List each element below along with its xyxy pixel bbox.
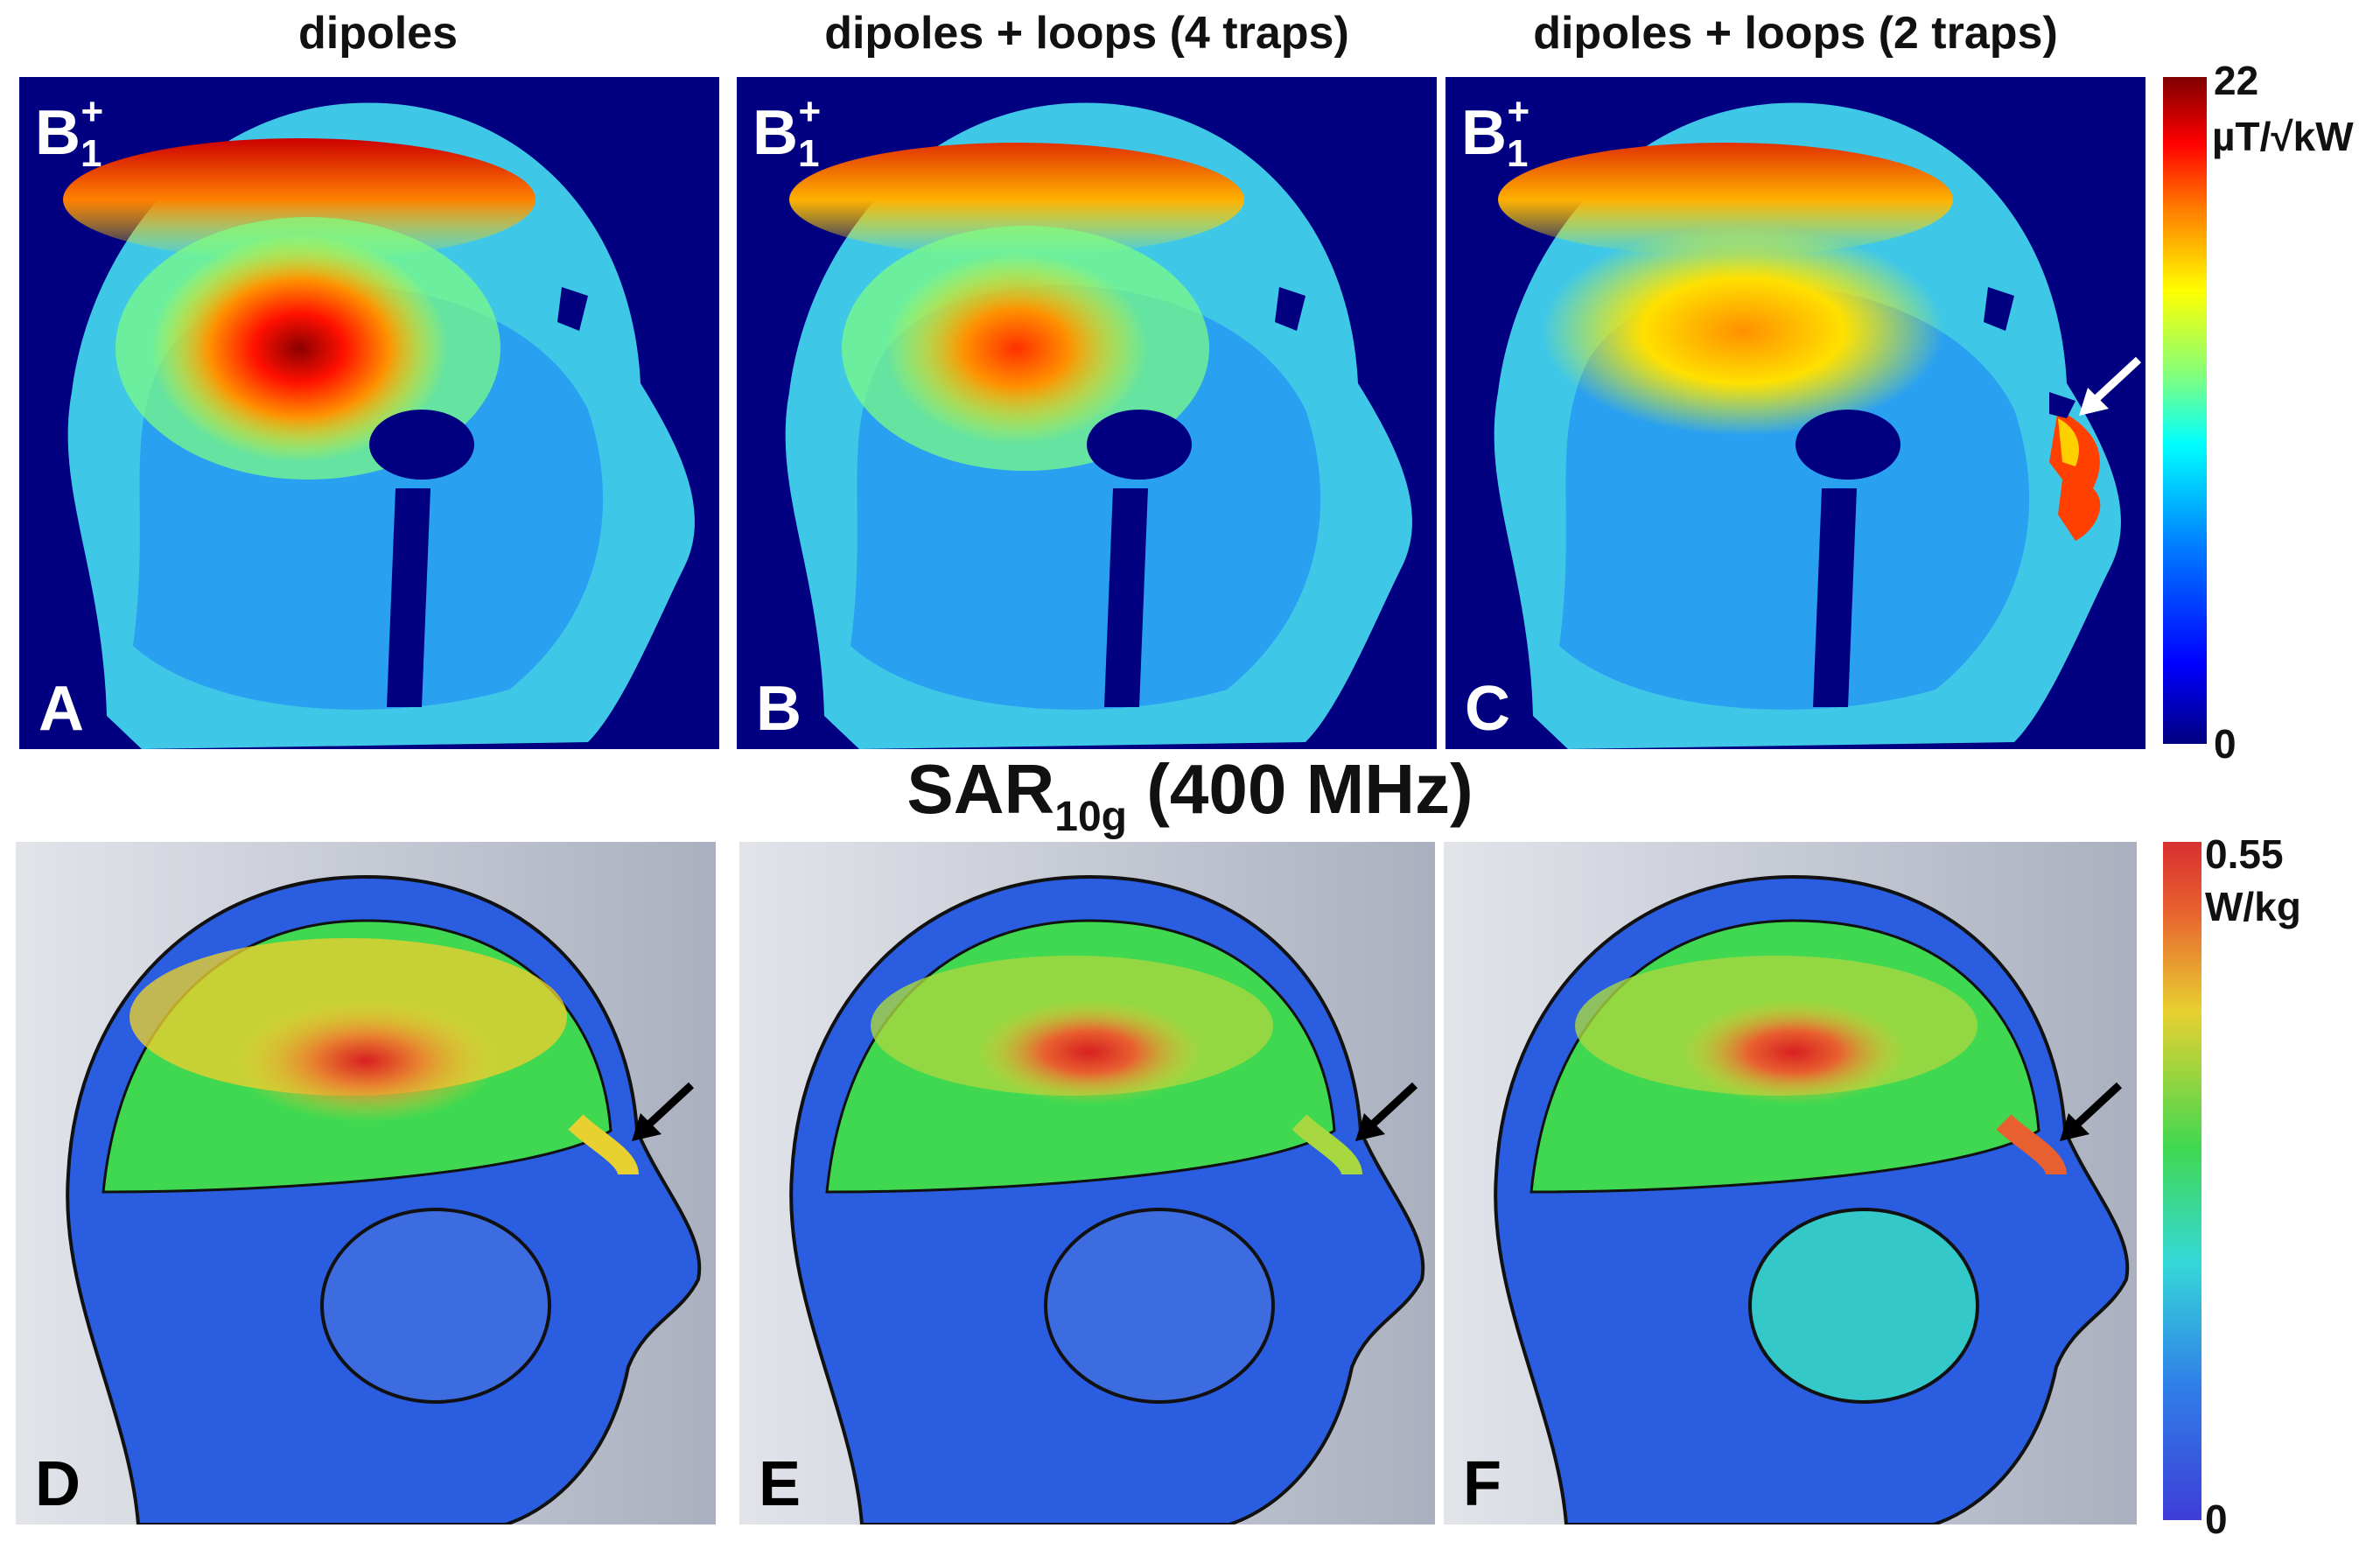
b1-colorbar-unit: µT/√kW (2212, 114, 2354, 159)
sar-panel-e: E (739, 842, 1435, 1524)
b1-panel-a: B1+ A (19, 77, 719, 749)
sar-map-f (1494, 874, 2130, 1524)
panel-letter-e: E (759, 1449, 802, 1519)
column-title-2-traps: dipoles + loops (2 traps) (1533, 8, 2058, 59)
b1-colorbar-max: 22 (2214, 58, 2259, 103)
column-title-4-traps: dipoles + loops (4 traps) (824, 8, 1349, 59)
b1-colorbar (2163, 77, 2207, 744)
arrow-icon (1355, 1082, 1418, 1141)
b1-colorbar-min: 0 (2214, 721, 2236, 767)
sar-colorbar-unit: W/kg (2205, 884, 2301, 929)
sar-panel-d: D (16, 842, 716, 1524)
sar-colorbar-min: 0 (2205, 1496, 2228, 1542)
panel-letter-d: D (35, 1449, 80, 1519)
arrow-icon (632, 1082, 695, 1141)
sar-map-e (789, 874, 1425, 1524)
b1-map-b (785, 102, 1412, 749)
sar-colorbar (2163, 842, 2202, 1520)
arrow-icon (2060, 1082, 2123, 1141)
b1-label-b: B1+ (752, 90, 822, 175)
column-title-dipoles: dipoles (298, 8, 458, 59)
b1-map-a (63, 102, 695, 749)
arrow-icon (2079, 356, 2142, 416)
b1-label-a: B1+ (35, 90, 104, 175)
panel-letter-b: B (756, 674, 802, 744)
panel-letter-f: F (1463, 1449, 1502, 1519)
b1-label-c: B1+ (1461, 90, 1530, 175)
b1-panel-b: B1+ B (737, 77, 1437, 749)
b1-panel-c: B1+ C (1446, 77, 2146, 749)
panel-letter-c: C (1465, 674, 1510, 744)
panel-letter-a: A (38, 674, 84, 744)
sar-colorbar-max: 0.55 (2205, 831, 2284, 877)
sar-section-title: SAR10g (400 MHz) (906, 750, 1474, 840)
sar-panel-f: F (1444, 842, 2137, 1524)
sar-map-d (66, 874, 702, 1524)
b1-map-c (1494, 102, 2121, 749)
